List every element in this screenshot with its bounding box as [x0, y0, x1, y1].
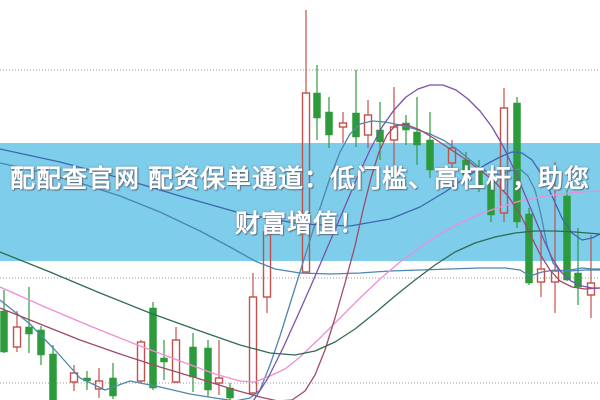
candle [487, 172, 495, 222]
ma-lines [0, 84, 600, 400]
candle [413, 97, 421, 165]
ma-darkgreen [0, 230, 600, 356]
candle [499, 88, 509, 222]
gridlines [0, 69, 600, 384]
ma-navy [0, 148, 600, 241]
ma-maroon [0, 123, 600, 400]
candle [363, 100, 373, 148]
candles [0, 10, 596, 400]
candle [338, 112, 348, 143]
candle [574, 228, 582, 305]
candle [248, 273, 258, 394]
candle [447, 140, 457, 170]
candle [536, 230, 546, 297]
ma-purple [253, 84, 600, 400]
candle [550, 162, 560, 313]
candle [525, 208, 533, 285]
candle [325, 97, 333, 148]
ma-fast-blue [0, 120, 600, 400]
candle [204, 340, 212, 397]
candle [149, 302, 157, 390]
ma-pink [0, 190, 600, 383]
candle [513, 97, 521, 228]
candle [301, 10, 311, 273]
candle [160, 340, 168, 380]
candle [37, 326, 45, 365]
ma-slow-blue [0, 162, 600, 277]
candle [0, 290, 8, 353]
candle [426, 112, 434, 178]
candle [313, 65, 321, 140]
candle [563, 190, 571, 281]
candle [49, 345, 57, 400]
